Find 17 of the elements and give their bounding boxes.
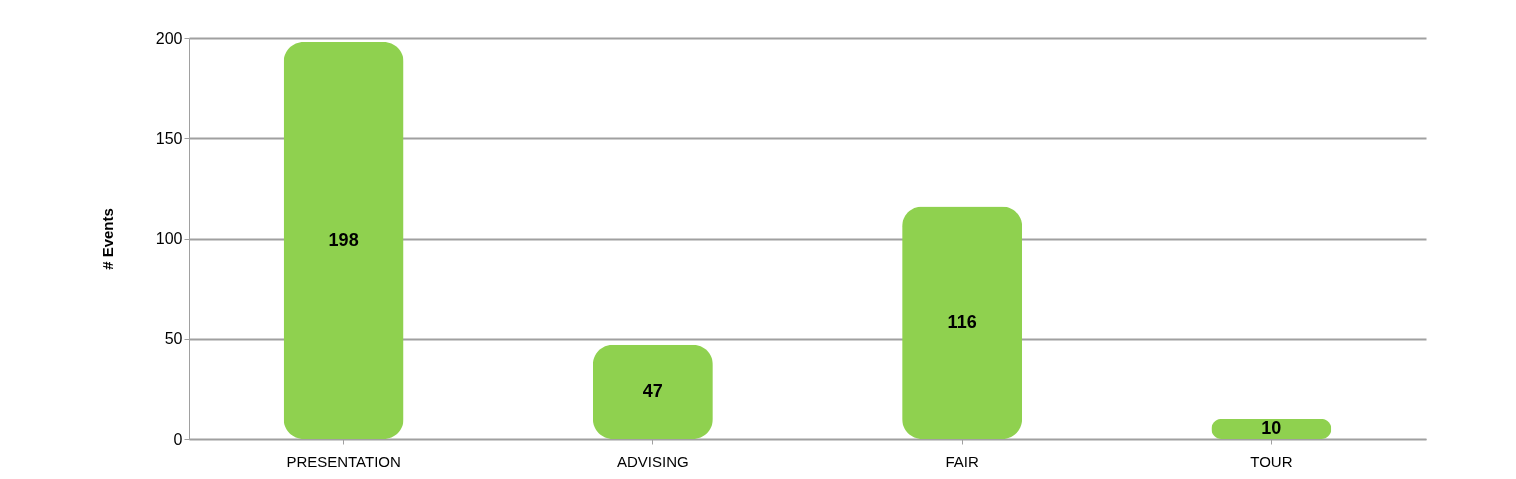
y-axis-title: # Events	[98, 208, 116, 270]
bar	[283, 42, 404, 439]
y-tick-label: 50	[164, 330, 183, 348]
data-label: 198	[328, 229, 359, 250]
y-tick-label: 0	[173, 430, 183, 448]
x-tick-label: PRESENTATION	[286, 452, 401, 470]
x-tick-label: FAIR	[945, 452, 979, 470]
data-label: 10	[1261, 417, 1282, 438]
bar	[592, 344, 713, 439]
data-label: 116	[947, 311, 977, 332]
y-tick-label: 100	[155, 230, 183, 247]
y-tick-label: 200	[155, 29, 183, 47]
bar	[902, 206, 1023, 439]
data-label: 47	[642, 380, 663, 401]
x-tick-label: ADVISING	[617, 452, 689, 470]
x-tick-label: TOUR	[1250, 452, 1293, 470]
y-tick-label: 150	[155, 129, 183, 147]
